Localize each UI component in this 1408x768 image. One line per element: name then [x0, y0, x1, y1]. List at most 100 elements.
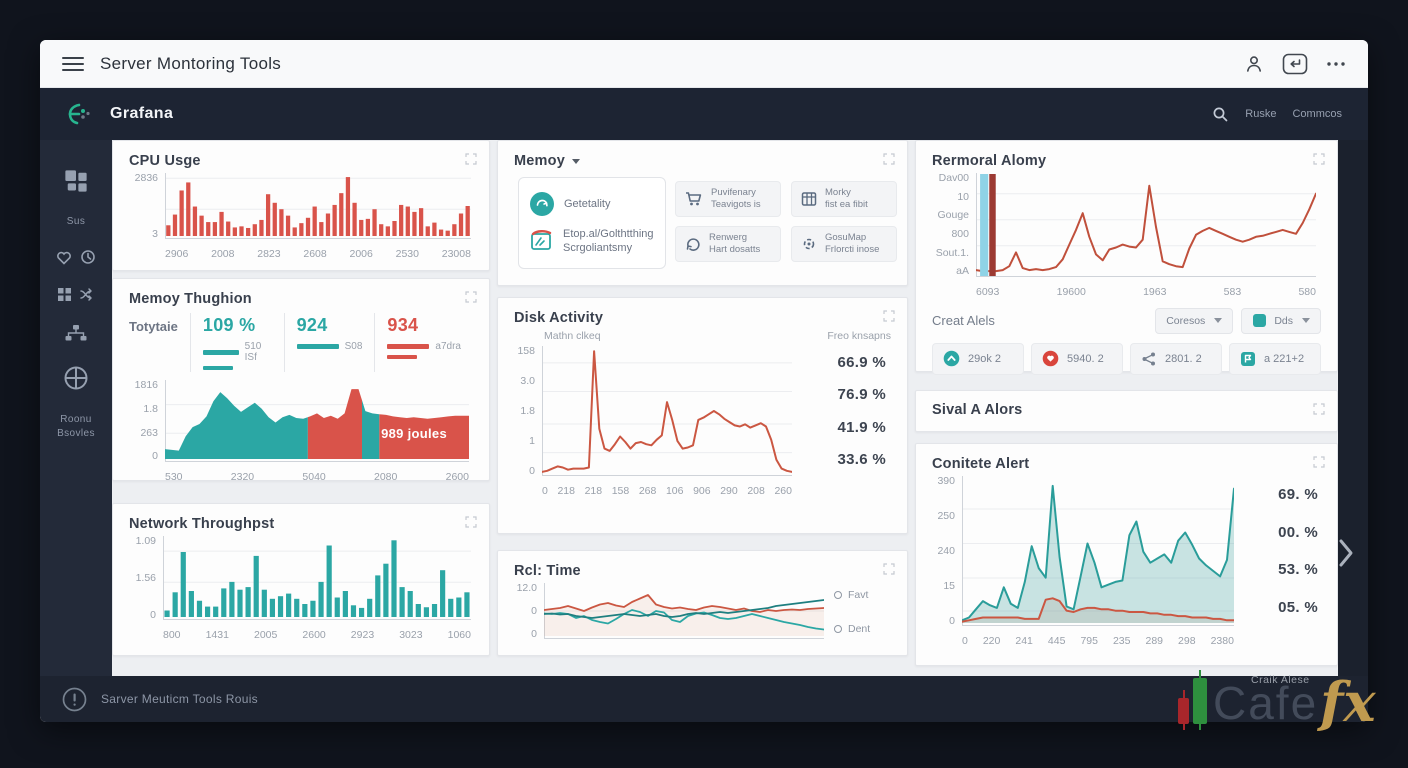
- stat-value: 109 %: [202, 315, 256, 335]
- nav-link-commons[interactable]: Commcos: [1292, 108, 1342, 120]
- menu-icon[interactable]: [62, 56, 84, 71]
- search-icon[interactable]: [1212, 106, 1229, 123]
- cpu-bar-chart: [165, 173, 471, 239]
- expand-icon[interactable]: [1313, 153, 1325, 165]
- dropdown-dds[interactable]: Dds: [1241, 307, 1321, 334]
- panel-title: Memoy Thughion: [129, 291, 252, 307]
- menu-button-label: Morky fist ea fibit: [825, 187, 868, 210]
- history-clock-icon[interactable]: [80, 249, 96, 265]
- flag-badge-icon: [1241, 351, 1255, 366]
- expand-icon[interactable]: [1313, 456, 1325, 468]
- chart-legend: Favt Dent: [824, 583, 870, 639]
- sidebar-label-sus: Sus: [66, 216, 86, 227]
- enter-key-icon[interactable]: [1282, 53, 1308, 75]
- refresh-icon: [686, 238, 700, 251]
- series-label-left: Mathn clkeq: [544, 330, 601, 342]
- y-axis-labels: 2836 3: [134, 172, 158, 240]
- stat-label: Totytaie: [129, 319, 178, 334]
- stat-sub: S08: [344, 341, 363, 352]
- exclamation-circle-icon[interactable]: [62, 687, 87, 712]
- panel-title[interactable]: Memoy: [514, 153, 565, 169]
- expand-icon[interactable]: [883, 153, 895, 165]
- panel-memory-throughput: Memoy Thughion Totytaie 109 % 510 ISf 92…: [112, 278, 490, 483]
- expand-icon[interactable]: [465, 153, 477, 165]
- menu-button-gosumap[interactable]: GosuMap Frlorcti inose: [791, 226, 897, 262]
- panel-disk-activity: Disk Activity Mathn clkeq Freo knsapns 1…: [497, 297, 908, 534]
- panel-title: Network Throughpst: [129, 516, 275, 532]
- panel-title: Rermoral Alomy: [932, 153, 1047, 169]
- legend-marker-icon: [834, 625, 842, 633]
- stat-sub: a7dra: [435, 341, 461, 352]
- watermark-name: Cafe: [1213, 676, 1319, 729]
- sitemap-icon[interactable]: [64, 324, 88, 342]
- x-axis-labels: 0 220 241 445 795 235 289 298 2380: [962, 635, 1234, 647]
- alert-button-29ok[interactable]: 29ok 2: [932, 342, 1024, 375]
- expand-icon[interactable]: [465, 291, 477, 303]
- dropdown-caret-icon: [571, 158, 580, 164]
- red-candle-icon: [1178, 698, 1189, 724]
- candlestick-logo-icon: [1178, 678, 1207, 724]
- stat-total: 109 % 510 ISf: [189, 313, 284, 372]
- monitor-chart-icon: [531, 230, 552, 251]
- create-alerts-label: Creat Alels: [932, 313, 995, 328]
- panel-contele-alert: Conitete Alert 390 250 240 15 0 0 220 241 445 79…: [915, 443, 1338, 666]
- expand-icon[interactable]: [1313, 403, 1325, 415]
- menu-button-renwerg[interactable]: Renwerg Hart dosatts: [675, 226, 781, 262]
- more-menu-icon[interactable]: [1326, 61, 1346, 67]
- sidebar-label-roonu: Roonu: [60, 414, 92, 425]
- dropdown-coresos[interactable]: Coresos: [1155, 307, 1234, 334]
- watermark-small-text: Craik Alese: [1251, 674, 1310, 686]
- contele-percentages: 69. % 00. % 53. % 05. %: [1278, 486, 1318, 616]
- x-axis-labels: 6093 19600 1963 583 580: [976, 286, 1316, 298]
- scroll-right-chevron-icon[interactable]: [1338, 538, 1354, 568]
- legend-marker-icon: [834, 591, 842, 599]
- right-gutter: [1338, 140, 1368, 676]
- y-axis-labels: Dav00 10 Gouge 800 Sout.1. aA: [935, 172, 969, 278]
- menu-card: Getetality Etop.al/Golthtthing Scrgoliant…: [518, 177, 666, 269]
- cart-icon: [686, 192, 702, 206]
- expand-icon[interactable]: [883, 310, 895, 322]
- nav-link-rules[interactable]: Ruske: [1245, 108, 1277, 120]
- y-axis-labels: 1816 1.8 263 0: [134, 379, 158, 463]
- panel-real-time: Rcl: Time 12.0 0 0 Favt Dent: [497, 550, 908, 656]
- x-axis-labels: 530 2320 5040 2080 2600: [165, 471, 469, 483]
- panel-title: CPU Usge: [129, 153, 201, 169]
- legend-item[interactable]: Dent: [834, 623, 870, 635]
- panel-network-throughput: Network Throughpst 1.09 1.56 0 800 1431 2005…: [112, 503, 490, 656]
- legend-item[interactable]: Favt: [834, 589, 870, 601]
- menu-button-morky[interactable]: Morky fist ea fibit: [791, 181, 897, 217]
- user-icon[interactable]: [1244, 54, 1264, 74]
- apps-grid-icon[interactable]: [57, 287, 72, 302]
- x-axis-labels: 2906 2008 2823 2608 2006 2530 23008: [165, 248, 471, 260]
- y-axis-labels: 12.0 0 0: [516, 582, 537, 640]
- menu-item-scrgoliantsmy[interactable]: Etop.al/Golthtthing Scrgoliantsmy: [529, 227, 655, 256]
- disk-line-chart: [541, 346, 793, 476]
- stat-bar: [387, 344, 430, 349]
- favorites-heart-icon[interactable]: [56, 250, 72, 265]
- x-axis-labels: 800 1431 2005 2600 2923 3023 1060: [163, 629, 471, 641]
- menu-button-puvifenary[interactable]: Puvifenary Teavigots is: [675, 181, 781, 217]
- alert-button-5940[interactable]: 5940. 2: [1031, 342, 1123, 375]
- y-axis-labels: 1.09 1.56 0: [135, 535, 156, 621]
- plugins-globe-icon[interactable]: [62, 364, 90, 392]
- menu-button-label: GosuMap Frlorcti inose: [825, 232, 880, 255]
- alert-button-2801[interactable]: 2801. 2: [1130, 342, 1222, 375]
- shuffle-icon[interactable]: [79, 287, 96, 302]
- stat-value: 924: [296, 315, 328, 335]
- realtime-line-chart: [544, 583, 824, 639]
- contele-area-chart: [961, 476, 1235, 626]
- expand-icon[interactable]: [883, 563, 895, 575]
- expand-icon[interactable]: [465, 516, 477, 528]
- app-title: Server Montoring Tools: [100, 53, 282, 73]
- stats-row: Totytaie 109 % 510 ISf 924 S08 934 a7dra: [129, 313, 473, 372]
- dashboards-icon[interactable]: [63, 168, 89, 194]
- status-text: Sarver Meuticm Tools Rouis: [101, 692, 258, 706]
- alert-button-221[interactable]: a 221+2: [1229, 342, 1321, 375]
- disk-percentages: 66.9 % 76.9 % 41.9 % 33.6 %: [837, 353, 886, 469]
- x-axis-labels: 0 218 218 158 268 106 906 290 208 260: [542, 485, 792, 497]
- removal-line-chart: [975, 173, 1317, 277]
- menu-item-getetality[interactable]: Getetality: [529, 191, 655, 217]
- menu-button-label: Renwerg Hart dosatts: [709, 232, 761, 255]
- sidebar-label-bsovles: Bsovles: [57, 428, 95, 439]
- brand-name: Grafana: [110, 105, 174, 122]
